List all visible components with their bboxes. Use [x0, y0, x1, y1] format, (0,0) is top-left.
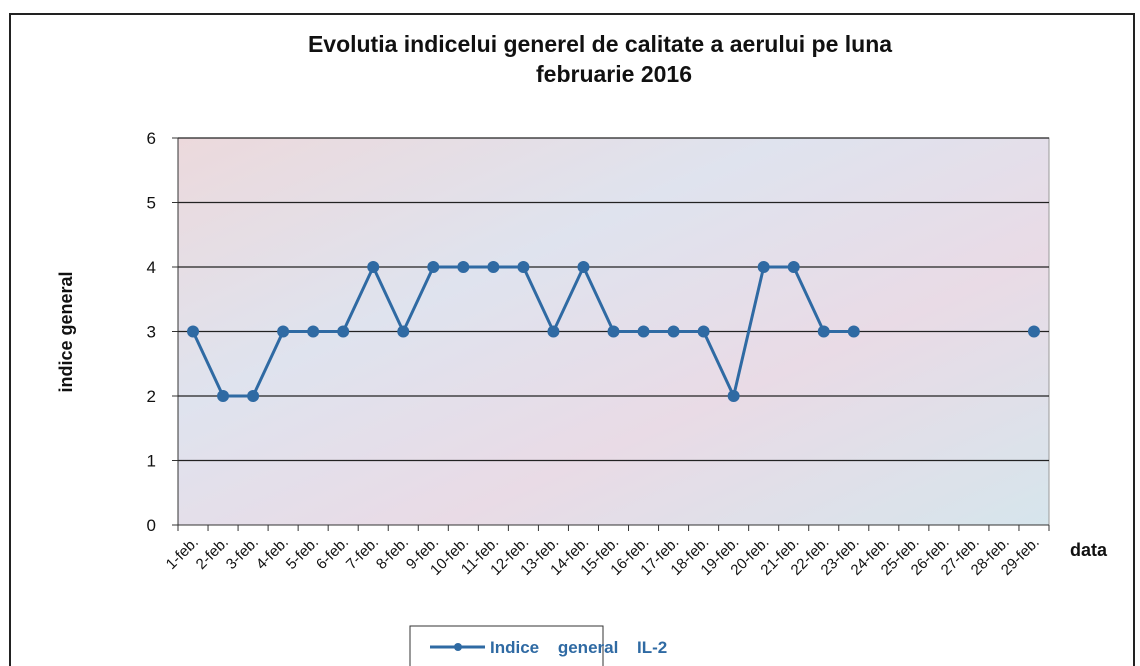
chart-title: Evolutia indicelui generel de calitate a…: [308, 31, 892, 57]
data-point: [397, 325, 410, 338]
data-point: [547, 325, 560, 338]
data-point: [457, 261, 470, 273]
y-tick-label: 0: [147, 516, 156, 535]
y-tick-label: 4: [147, 258, 156, 277]
data-point: [187, 325, 200, 338]
chart-title: februarie 2016: [536, 61, 692, 87]
data-point: [727, 390, 740, 402]
data-point: [367, 261, 380, 273]
data-point: [817, 325, 830, 338]
data-point: [697, 325, 710, 338]
data-point: [277, 325, 290, 338]
legend-marker: [454, 643, 462, 651]
data-point: [847, 325, 860, 338]
data-point: [757, 261, 770, 273]
y-tick-label: 2: [147, 387, 156, 406]
y-axis-label: indice general: [56, 271, 76, 392]
data-point: [337, 325, 350, 338]
data-point: [787, 261, 800, 273]
data-point: [247, 390, 260, 402]
data-point: [667, 325, 680, 338]
data-point: [427, 261, 440, 273]
data-point: [577, 261, 590, 273]
data-point: [487, 261, 500, 273]
data-point: [1027, 325, 1040, 338]
data-point: [517, 261, 530, 273]
data-point: [217, 390, 230, 402]
data-point: [607, 325, 620, 338]
y-tick-label: 1: [147, 452, 156, 471]
y-tick-label: 3: [147, 323, 156, 342]
y-tick-label: 5: [147, 194, 156, 213]
data-point: [307, 325, 320, 338]
x-axis-label: data: [1070, 540, 1108, 560]
y-tick-label: 6: [147, 129, 156, 148]
data-point: [637, 325, 650, 338]
legend-label: Indice general IL-2: [490, 638, 667, 657]
